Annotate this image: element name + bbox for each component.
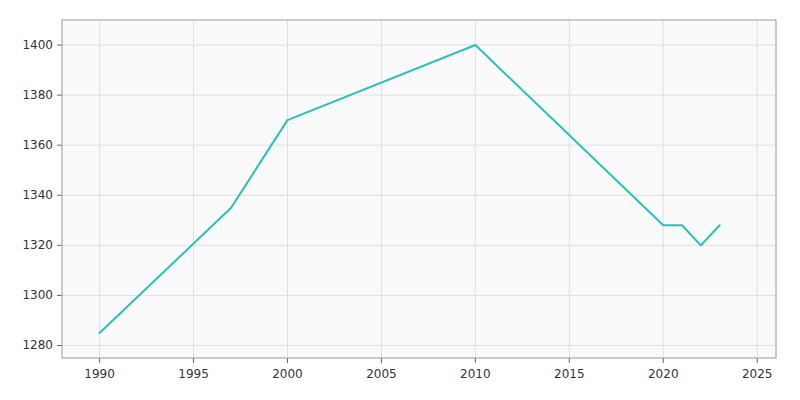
- x-grid-line: [381, 20, 382, 358]
- x-grid-line: [99, 20, 100, 358]
- y-tick-label: 1380: [22, 88, 53, 102]
- x-grid-line: [663, 20, 664, 358]
- y-tick-label: 1360: [22, 138, 53, 152]
- x-tick-label: 2010: [460, 367, 491, 381]
- y-tick: [57, 345, 62, 346]
- y-grid-line: [62, 45, 776, 46]
- x-tick: [757, 358, 758, 363]
- x-tick: [193, 358, 194, 363]
- y-tick: [57, 295, 62, 296]
- y-grid-line: [62, 295, 776, 296]
- y-tick: [57, 245, 62, 246]
- x-grid-line: [757, 20, 758, 358]
- x-tick-label: 1990: [84, 367, 115, 381]
- y-grid-line: [62, 95, 776, 96]
- grid: [62, 20, 776, 358]
- x-tick: [475, 358, 476, 363]
- y-tick-label: 1300: [22, 288, 53, 302]
- chart-container: 1990 1995 2000 2005 2010 2015 2020 2025 1280 1300…: [0, 0, 800, 400]
- y-tick: [57, 195, 62, 196]
- x-tick-label: 2000: [272, 367, 303, 381]
- x-tick-label: 2020: [648, 367, 679, 381]
- x-tick-label: 1995: [178, 367, 209, 381]
- x-grid-line: [475, 20, 476, 358]
- y-tick-label: 1280: [22, 338, 53, 352]
- y-tick-label: 1340: [22, 188, 53, 202]
- y-tick-label: 1320: [22, 238, 53, 252]
- x-tick-label: 2015: [554, 367, 585, 381]
- y-tick: [57, 95, 62, 96]
- x-grid-line: [287, 20, 288, 358]
- series-group: [100, 45, 720, 333]
- plot-frame: [62, 20, 776, 358]
- chart-svg: 1990 1995 2000 2005 2010 2015 2020 2025 1280 1300…: [0, 0, 800, 400]
- x-tick-label: 2025: [742, 367, 773, 381]
- x-grid-line: [569, 20, 570, 358]
- x-tick: [381, 358, 382, 363]
- x-tick-label: 2005: [366, 367, 397, 381]
- x-grid-line: [193, 20, 194, 358]
- x-tick: [99, 358, 100, 363]
- y-grid-line: [62, 145, 776, 146]
- y-grid-line: [62, 195, 776, 196]
- axes: 1990 1995 2000 2005 2010 2015 2020 2025 1280 1300…: [22, 38, 772, 381]
- y-grid-line: [62, 245, 776, 246]
- x-tick: [569, 358, 570, 363]
- x-tick: [287, 358, 288, 363]
- x-tick: [663, 358, 664, 363]
- plot-background: [62, 20, 776, 358]
- y-tick-label: 1400: [22, 38, 53, 52]
- y-tick: [57, 145, 62, 146]
- y-grid-line: [62, 345, 776, 346]
- population-line: [100, 45, 720, 333]
- y-tick: [57, 45, 62, 46]
